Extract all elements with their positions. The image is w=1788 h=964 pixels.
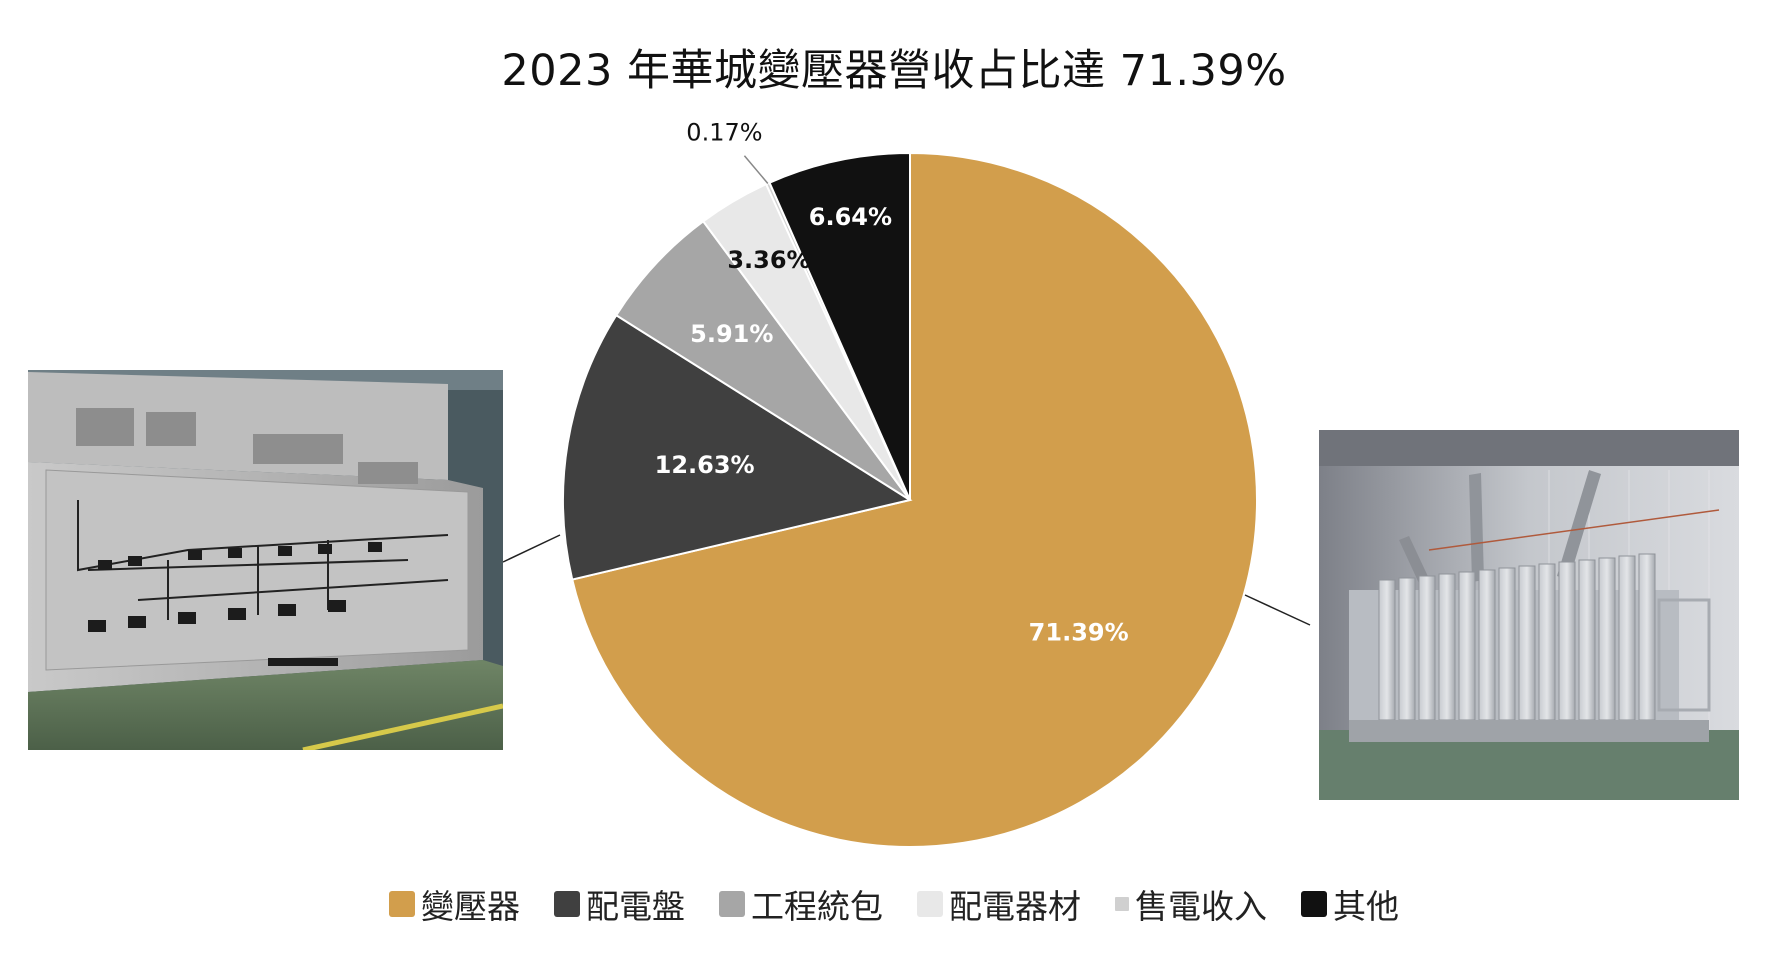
legend-item-other: 其他	[1301, 880, 1399, 928]
connector-line-left	[502, 534, 561, 563]
slice-labels: 71.39% 12.63% 5.91% 3.36% 0.17% 6.64%	[655, 119, 1129, 647]
leader-line-electricity-sales	[743, 155, 769, 184]
legend-swatch-other	[1301, 891, 1327, 917]
pie-slice-transformer	[571, 151, 1258, 848]
leader-lines	[502, 155, 1311, 626]
switchboard-control-panel-photo-icon	[28, 370, 503, 750]
pie-slice-other	[768, 151, 911, 501]
legend-swatch-switchboard	[554, 891, 580, 917]
legend-swatch-electricity-sales	[1115, 897, 1129, 911]
legend-swatch-turnkey	[719, 891, 745, 917]
slice-label-turnkey: 5.91%	[690, 320, 773, 348]
slice-label-other: 6.64%	[809, 203, 892, 231]
power-transformer-photo-icon	[1319, 430, 1739, 800]
legend-swatch-distribution-equipment	[917, 891, 943, 917]
chart-legend: 變壓器 配電盤 工程統包 配電器材 售電收入 其他	[0, 880, 1788, 928]
pie-slices	[562, 151, 1258, 848]
transformer-photo	[1319, 430, 1739, 800]
legend-label-turnkey: 工程統包	[751, 887, 883, 926]
slice-label-distribution-equipment: 3.36%	[727, 246, 810, 274]
legend-label-electricity-sales: 售電收入	[1135, 887, 1267, 926]
slice-label-electricity-sales: 0.17%	[686, 119, 762, 147]
legend-label-switchboard: 配電盤	[586, 887, 685, 926]
slice-label-transformer: 71.39%	[1029, 619, 1129, 647]
legend-label-other: 其他	[1333, 887, 1399, 926]
connector-line-right	[1244, 594, 1311, 626]
slice-label-switchboard: 12.63%	[655, 451, 755, 479]
pie-slice-switchboard	[562, 313, 913, 581]
legend-item-switchboard: 配電盤	[554, 880, 685, 928]
chart-title: 2023 年華城變壓器營收占比達 71.39%	[501, 46, 1287, 96]
legend-item-transformer: 變壓器	[389, 880, 520, 928]
legend-label-transformer: 變壓器	[421, 887, 520, 926]
legend-item-electricity-sales: 售電收入	[1115, 880, 1267, 928]
legend-item-turnkey: 工程統包	[719, 880, 883, 928]
switchboard-photo	[28, 370, 503, 750]
legend-item-distribution-equipment: 配電器材	[917, 880, 1081, 928]
legend-label-distribution-equipment: 配電器材	[949, 887, 1081, 926]
legend-swatch-transformer	[389, 891, 415, 917]
pie-slice-turnkey	[614, 219, 911, 501]
